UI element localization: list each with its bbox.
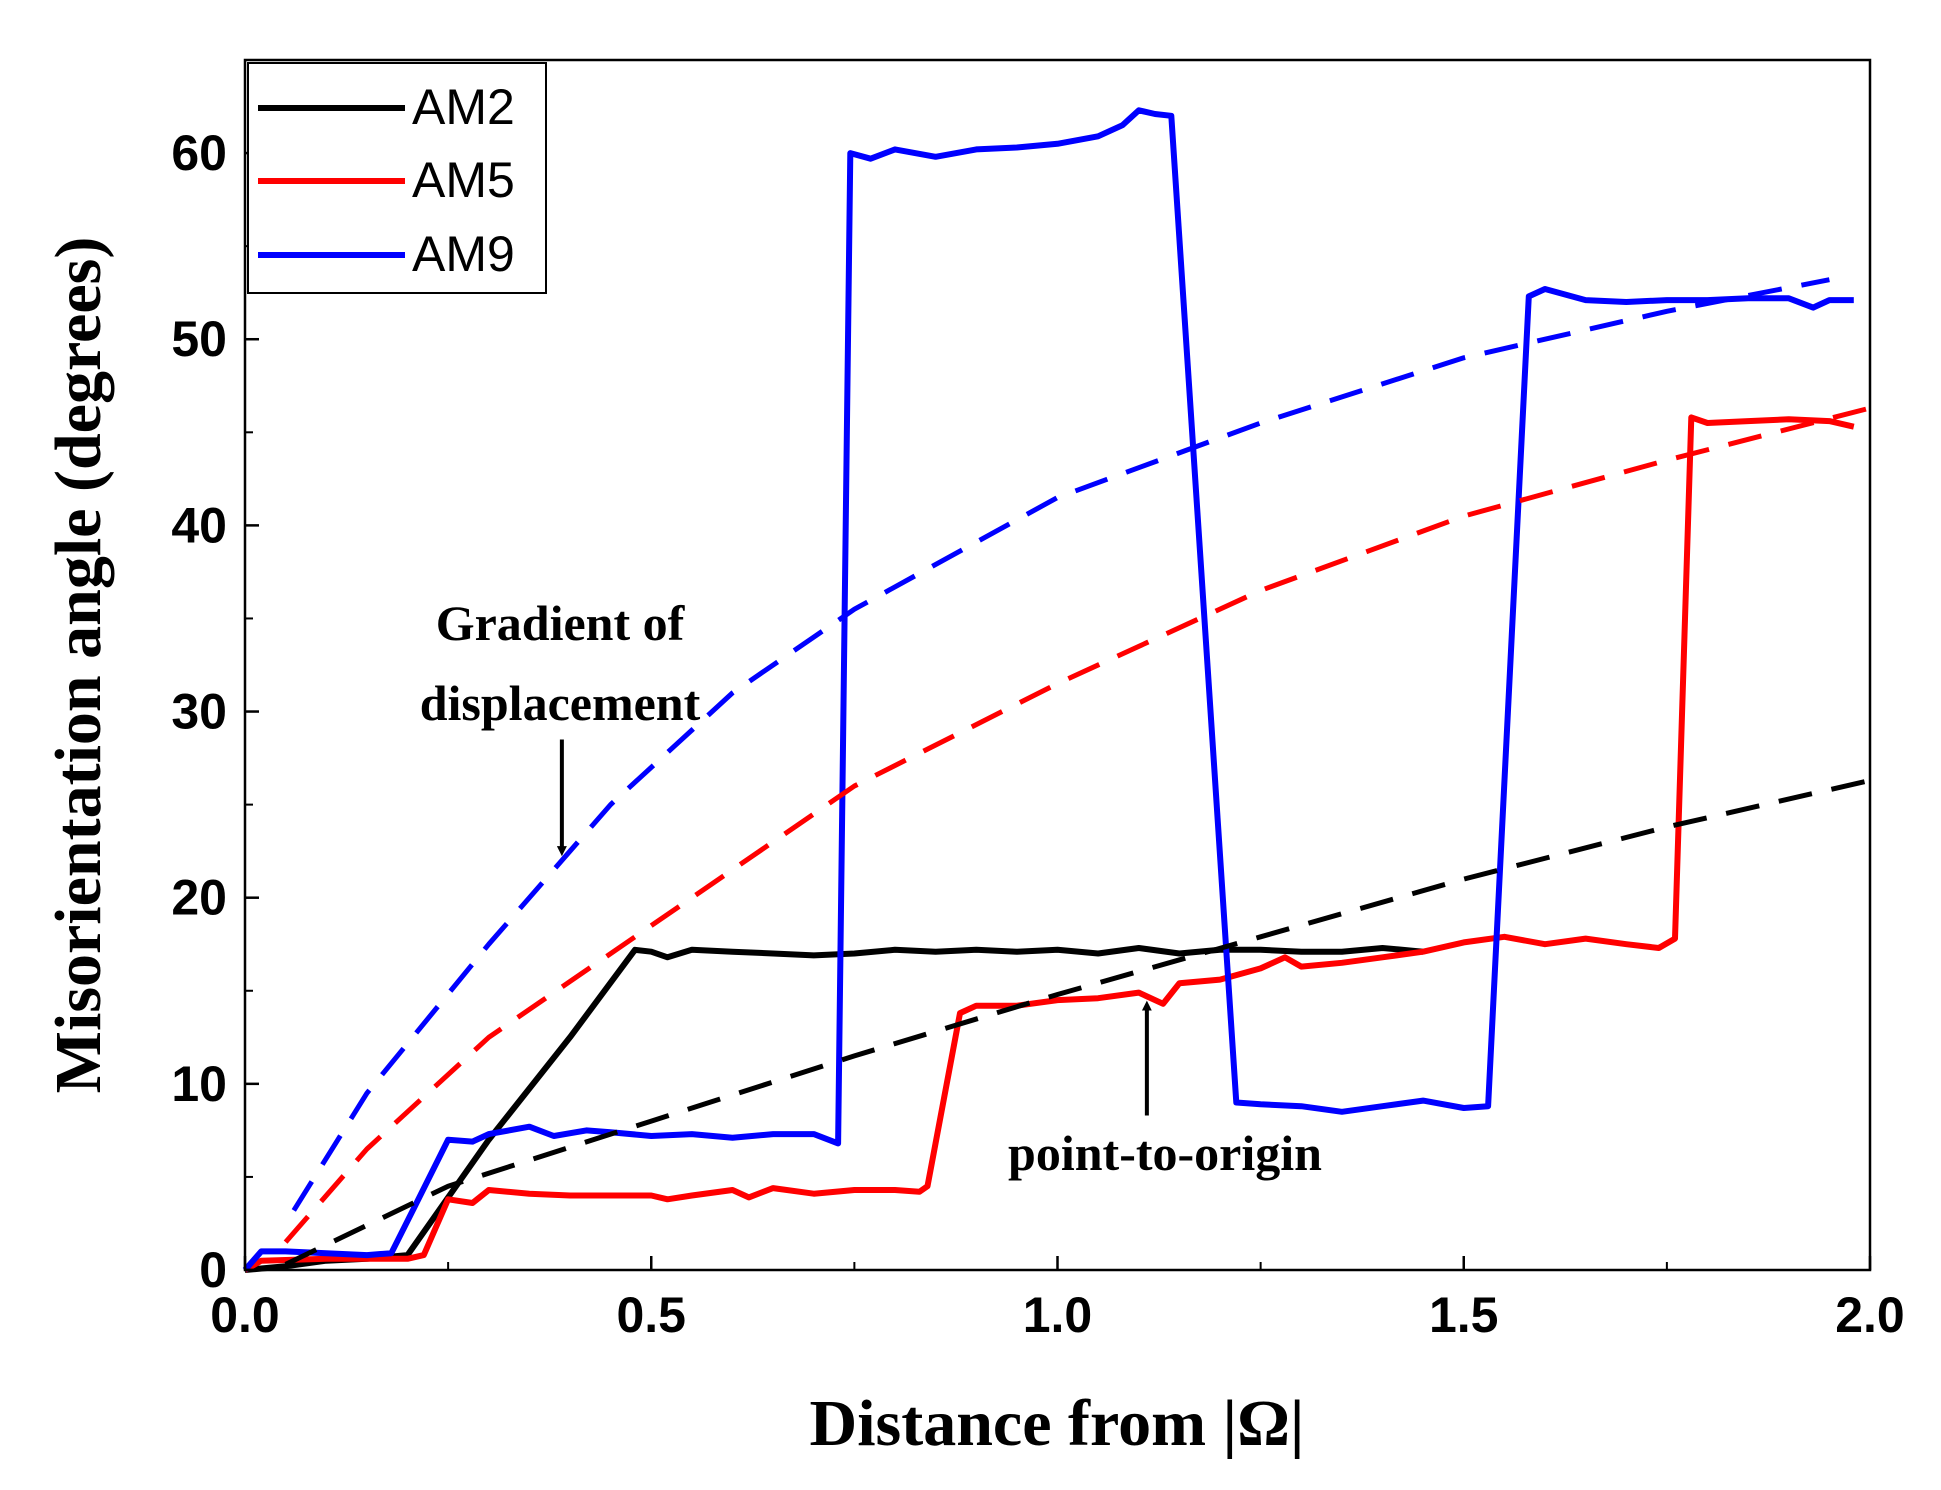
series-line-am5: [243, 414, 1855, 1273]
y-tick-label: 0: [199, 1242, 227, 1298]
series-line-am9-trend: [291, 277, 1830, 1212]
legend-label-am2: AM2: [412, 79, 515, 135]
y-tick-label: 10: [171, 1056, 227, 1112]
legend-label-am5: AM5: [412, 152, 515, 208]
series-line-am9: [242, 107, 1854, 1272]
annotation-gradient-line2: displacement: [420, 675, 701, 731]
y-tick-label: 40: [171, 497, 227, 553]
x-axis-title: Distance from |Ω|: [810, 1387, 1305, 1460]
series-layer: [242, 107, 1871, 1273]
y-axis-title: Misorientation angle (degrees): [42, 237, 115, 1094]
x-tick-label: 1.0: [1023, 1287, 1093, 1343]
annotation-gradient-line1: Gradient of: [436, 595, 686, 651]
x-tick-label: 0.5: [616, 1287, 686, 1343]
x-tick-label: 0.0: [210, 1287, 280, 1343]
y-tick-label: 30: [171, 684, 227, 740]
annotation-point-to-origin: point-to-origin: [1008, 1125, 1322, 1181]
series-line-am5-trend: [283, 405, 1871, 1244]
annotation-layer: Gradient of displacement point-to-origin: [420, 595, 1322, 1181]
legend-label-am9: AM9: [412, 226, 515, 282]
y-tick-label: 20: [171, 870, 227, 926]
y-tick-label: 60: [171, 125, 227, 181]
legend: AM2 AM5 AM9: [247, 62, 547, 294]
y-tick-label: 50: [171, 311, 227, 367]
x-tick-label: 1.5: [1429, 1287, 1499, 1343]
series-line-am2: [244, 945, 1424, 1273]
series-line-am2-trend: [284, 777, 1871, 1267]
x-tick-label: 2.0: [1835, 1287, 1905, 1343]
tick-layer: 0.0 0.5 1.0 1.5 2.0 0 10 20 30 40 50 60: [171, 125, 1904, 1343]
